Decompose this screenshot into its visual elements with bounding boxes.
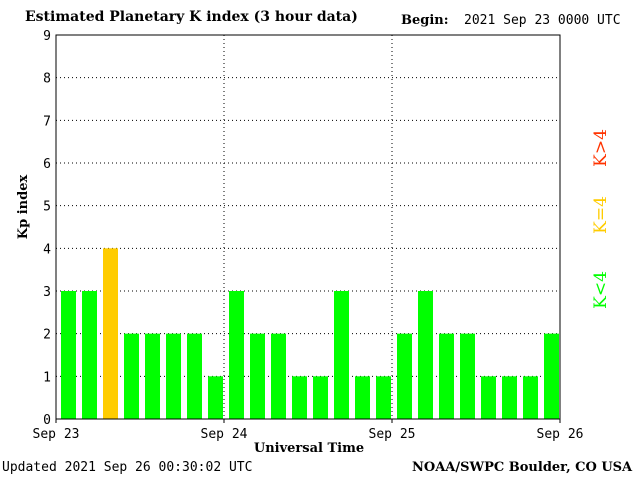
- y-axis-label: Kp index: [16, 175, 31, 240]
- kp-bar: [376, 376, 391, 419]
- kp-bar: [271, 333, 286, 419]
- y-tick-label: 5: [43, 200, 51, 215]
- kp-bar: [82, 291, 97, 419]
- kp-chart: 0 1 2 3 4 5 6 7 8 9 Sep 23 Sep 24 Sep 25 Sep 26 Kp i…: [16, 29, 611, 456]
- chart-title: Estimated Planetary K index (3 hour data…: [25, 9, 358, 25]
- grid-lines: [56, 35, 560, 419]
- kp-bar: [523, 376, 538, 419]
- updated-timestamp: Updated 2021 Sep 26 00:30:02 UTC: [2, 460, 253, 475]
- kp-bar: [313, 376, 328, 419]
- y-tick-label: 4: [43, 242, 51, 257]
- kp-bar: [229, 291, 244, 419]
- kp-bar: [208, 376, 223, 419]
- x-tick-labels: Sep 23 Sep 24 Sep 25 Sep 26: [33, 419, 584, 442]
- kp-bar: [544, 333, 559, 419]
- legend-entry: K=4: [591, 196, 611, 234]
- plot-frame: [55, 34, 561, 420]
- x-tick-label: Sep 24: [201, 427, 248, 442]
- y-tick-label: 7: [43, 114, 51, 129]
- y-tick-label: 9: [43, 29, 51, 44]
- kp-bar: [418, 291, 433, 419]
- kp-bar: [61, 291, 76, 419]
- begin-label: Begin:: [401, 13, 449, 28]
- y-tick-label: 0: [43, 413, 51, 428]
- kp-bar: [250, 333, 265, 419]
- y-tick-label: 2: [43, 328, 51, 343]
- kp-bar: [187, 333, 202, 419]
- kp-bar: [439, 333, 454, 419]
- bars: [61, 248, 559, 419]
- y-tick-label: 1: [43, 370, 51, 385]
- kp-bar: [355, 376, 370, 419]
- x-tick-label: Sep 26: [537, 427, 584, 442]
- y-tick-label: 3: [43, 285, 51, 300]
- kp-bar: [166, 333, 181, 419]
- kp-bar: [103, 248, 118, 419]
- kp-bar: [145, 333, 160, 419]
- x-tick-label: Sep 25: [369, 427, 416, 442]
- y-tick-labels: 0 1 2 3 4 5 6 7 8 9: [43, 29, 51, 428]
- x-axis-label: Universal Time: [254, 441, 364, 456]
- kp-bar: [124, 333, 139, 419]
- kp-bar: [481, 376, 496, 419]
- kp-bar: [397, 333, 412, 419]
- y-tick-label: 8: [43, 72, 51, 87]
- legend: K<4 K=4 K>4: [591, 129, 611, 309]
- x-tick-label: Sep 23: [33, 427, 80, 442]
- legend-entry: K>4: [591, 129, 611, 167]
- kp-bar: [292, 376, 307, 419]
- y-tick-label: 6: [43, 157, 51, 172]
- credit-label: NOAA/SWPC Boulder, CO USA: [412, 460, 633, 475]
- kp-bar: [334, 291, 349, 419]
- begin-value: 2021 Sep 23 0000 UTC: [464, 13, 621, 28]
- legend-entry: K<4: [591, 271, 611, 309]
- kp-bar: [460, 333, 475, 419]
- kp-bar: [502, 376, 517, 419]
